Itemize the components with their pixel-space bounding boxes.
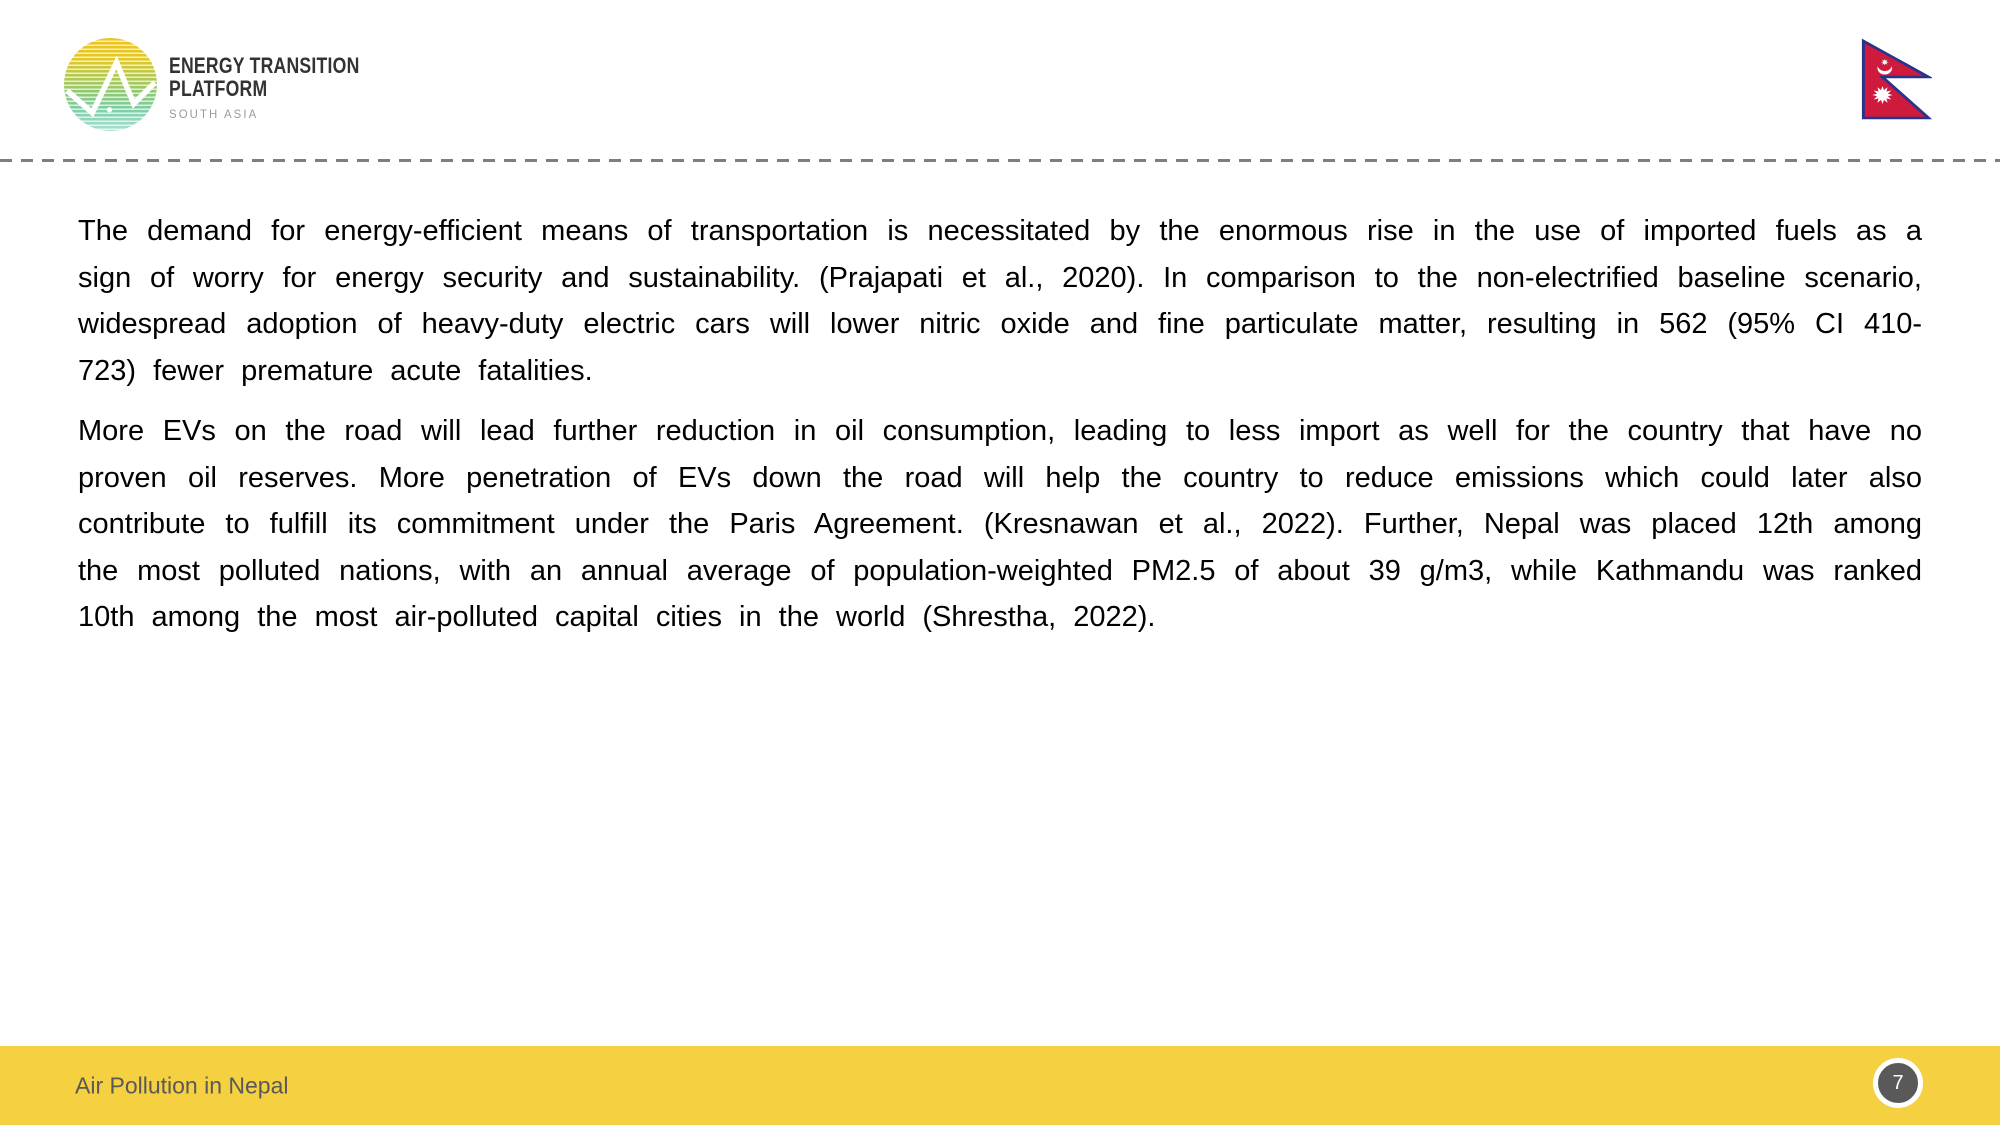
footer-bar: Air Pollution in Nepal 7 (0, 1046, 2000, 1125)
logo-zigzag-icon (65, 55, 157, 118)
energy-transition-platform-logo: ENERGY TRANSITION PLATFORM SOUTH ASIA (64, 38, 407, 131)
paragraph-1: The demand for energy-efficient means of… (78, 215, 1922, 387)
logo-text: ENERGY TRANSITION PLATFORM SOUTH ASIA (169, 38, 407, 131)
page-number-badge: 7 (1873, 1058, 1923, 1108)
paragraph-2: More EVs on the road will lead further r… (78, 415, 1922, 633)
logo-globe-icon (64, 38, 157, 131)
dashed-divider-line (0, 159, 2000, 162)
body-text: The demand for energy-efficient means of… (78, 208, 1922, 655)
logo-title-line1: ENERGY TRANSITION (169, 53, 360, 78)
logo-subtitle: SOUTH ASIA (169, 107, 259, 121)
footer-title: Air Pollution in Nepal (75, 1072, 289, 1098)
logo-title-line2: PLATFORM (169, 76, 268, 101)
page-number: 7 (1892, 1072, 1904, 1094)
nepal-flag-icon (1861, 38, 1932, 120)
